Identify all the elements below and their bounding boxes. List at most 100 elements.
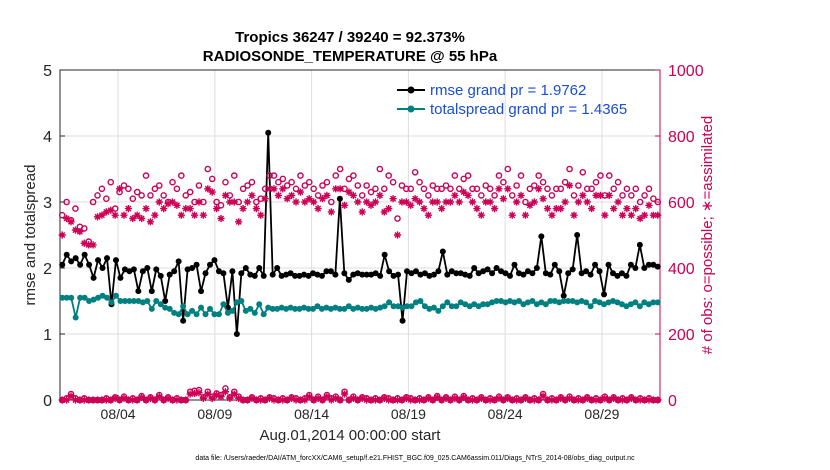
- assimilated-marker: [63, 214, 71, 223]
- assimilated_bottom-marker: [58, 396, 66, 404]
- assimilated-marker: [314, 205, 322, 213]
- assimilated-marker: [115, 185, 124, 193]
- possible-marker: [323, 178, 331, 186]
- left-tick-label: 3: [43, 195, 52, 212]
- assimilated-marker: [274, 191, 282, 199]
- assimilated-marker: [243, 198, 252, 206]
- possible-marker: [451, 172, 459, 179]
- totalspread-point: [515, 298, 522, 304]
- rmse-point: [63, 251, 70, 258]
- assimilated-marker: [446, 198, 455, 206]
- series-assimilated: [58, 181, 662, 249]
- left-tick-label: 0: [43, 393, 52, 410]
- assimilated-marker: [345, 188, 353, 196]
- grid: [60, 69, 660, 401]
- assimilated-marker: [535, 185, 543, 193]
- totalspread-point: [251, 309, 258, 316]
- assimilated_bottom-marker: [636, 396, 644, 404]
- assimilated-marker: [85, 241, 93, 249]
- assimilated-marker: [186, 205, 194, 213]
- assimilated-marker: [58, 231, 66, 239]
- rmse-point: [189, 265, 196, 271]
- totalspread-point: [242, 307, 249, 314]
- assimilated_bottom-marker: [243, 396, 252, 404]
- assimilated_bottom-marker: [411, 396, 419, 404]
- x-tick-label: 08/29: [584, 406, 619, 422]
- assimilated-marker: [340, 201, 349, 209]
- totalspread-point: [148, 305, 155, 312]
- possible-marker: [513, 182, 520, 189]
- totalspread-point: [542, 301, 549, 308]
- left-tick-label: 2: [43, 261, 52, 278]
- possible-marker: [98, 185, 106, 193]
- assimilated-marker: [649, 211, 657, 219]
- rmse-point: [471, 265, 478, 271]
- assimilated_bottom-marker: [363, 396, 371, 404]
- totalspread-point: [184, 311, 191, 318]
- assimilated_bottom-marker: [433, 393, 441, 401]
- totalspread-point: [457, 299, 464, 306]
- assimilated_bottom-marker: [592, 396, 600, 404]
- possible-marker: [522, 198, 529, 206]
- assimilated-marker: [71, 226, 80, 234]
- assimilated-marker: [283, 195, 291, 203]
- possible-marker: [173, 185, 181, 193]
- rmse-point: [207, 261, 213, 268]
- totalspread-point: [112, 292, 119, 299]
- rmse-point: [104, 255, 111, 262]
- assimilated-marker: [398, 198, 406, 206]
- assimilated_bottom-marker: [596, 396, 605, 404]
- totalspread-point: [269, 305, 276, 312]
- totalspread-point: [601, 301, 608, 308]
- assimilated-marker: [504, 185, 512, 193]
- assimilated-marker: [490, 205, 499, 213]
- rmse-point: [359, 271, 366, 278]
- assimilated_bottom-marker: [270, 396, 278, 404]
- assimilated-marker: [129, 214, 137, 223]
- assimilated_bottom-marker: [495, 394, 503, 402]
- assimilated_bottom-marker: [239, 396, 247, 404]
- possible-marker: [588, 185, 595, 193]
- assimilated_bottom-marker: [230, 390, 238, 398]
- assimilated-marker: [120, 211, 128, 219]
- possible-marker: [641, 192, 648, 199]
- chart-title: Tropics 36247 / 39240 = 92.373%: [235, 29, 465, 46]
- rmse-point: [609, 270, 616, 277]
- possible-marker: [455, 185, 463, 193]
- assimilated_bottom-marker: [177, 396, 185, 404]
- totalspread-point: [560, 298, 567, 304]
- assimilated-marker: [380, 208, 388, 216]
- totalspread-point: [180, 303, 187, 310]
- assimilated_bottom-marker: [543, 396, 552, 404]
- assimilated-marker: [486, 198, 494, 206]
- x-tick-label: 08/14: [294, 406, 329, 422]
- rmse-point: [444, 271, 451, 278]
- rmse-point: [144, 265, 151, 271]
- assimilated_bottom-marker: [71, 396, 80, 404]
- possible-marker: [195, 182, 203, 189]
- assimilated_bottom-marker: [129, 396, 137, 404]
- legend: rmse grand pr = 1.9762 totalspread grand…: [397, 82, 627, 118]
- possible-marker: [336, 165, 344, 173]
- assimilated_bottom-marker: [561, 396, 569, 404]
- rmse-point: [229, 268, 236, 275]
- possible-marker: [614, 178, 622, 186]
- rmse-point: [636, 241, 643, 248]
- totalspread-point: [77, 294, 84, 301]
- assimilated_bottom-marker: [204, 390, 212, 398]
- totalspread-point: [475, 303, 482, 310]
- assimilated_bottom-marker: [288, 394, 296, 402]
- rmse-point: [86, 261, 93, 268]
- totalspread-point: [238, 298, 245, 304]
- assimilated_bottom-marker: [460, 393, 468, 401]
- rmse-point: [596, 268, 603, 275]
- rmse-point: [412, 268, 419, 275]
- possible-marker: [464, 172, 472, 179]
- assimilated_bottom-marker: [490, 396, 499, 404]
- rmse-point: [466, 272, 473, 279]
- assimilated_bottom-marker: [305, 393, 313, 401]
- assimilated-marker: [411, 195, 419, 203]
- possible-marker: [314, 192, 322, 199]
- rmse-point: [363, 271, 370, 278]
- assimilated-marker: [217, 214, 225, 223]
